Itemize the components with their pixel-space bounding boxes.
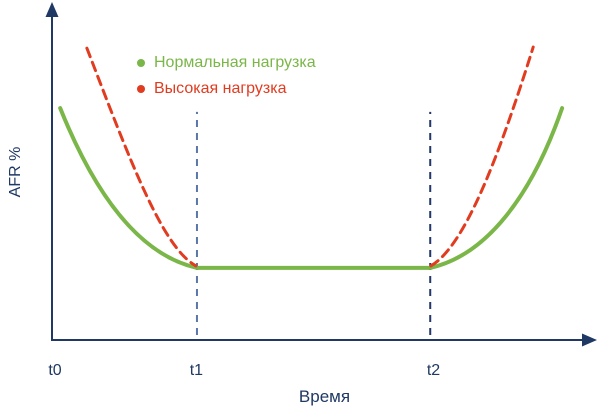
legend-label-normal-load: Нормальная нагрузка [154,54,316,71]
legend-item-normal-load: Нормальная нагрузка [137,50,316,76]
series-curve-normal-load [58,106,565,270]
series-curve-high-load [85,45,535,268]
legend-label-high-load: Высокая нагрузка [154,80,287,97]
y-axis-label: AFR % [7,146,24,198]
legend: Нормальная нагрузка Высокая нагрузка [137,50,316,102]
tick-label-t2: t2 [426,362,441,379]
tick-label-t1: t1 [189,362,204,379]
tick-label-t0: t0 [48,362,62,379]
x-axis-label: Время [298,387,351,406]
x-axis-arrow-icon [582,333,597,347]
y-axis-arrow-icon [45,2,59,17]
legend-bullet-high-load-icon [137,85,145,93]
legend-bullet-normal-load-icon [137,59,145,67]
legend-item-high-load: Высокая нагрузка [137,76,316,102]
